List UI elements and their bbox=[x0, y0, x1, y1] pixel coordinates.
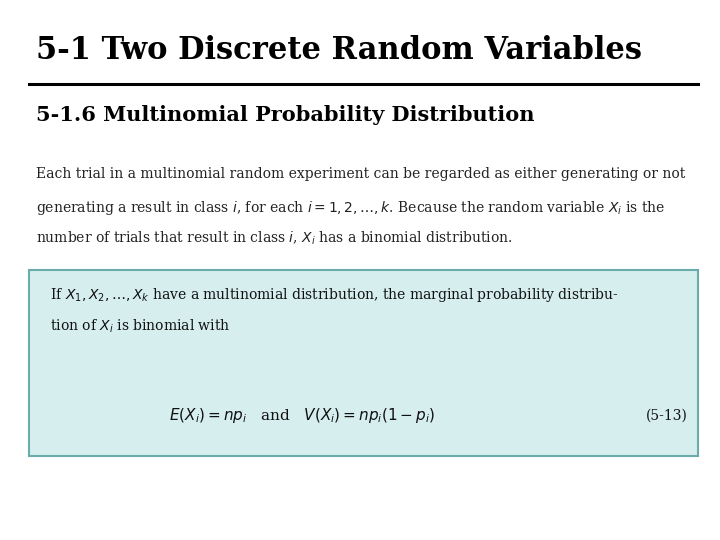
FancyBboxPatch shape bbox=[29, 270, 698, 456]
Text: 5-1 Two Discrete Random Variables: 5-1 Two Discrete Random Variables bbox=[36, 35, 642, 66]
Text: (5-13): (5-13) bbox=[646, 409, 688, 423]
Text: number of trials that result in class $i$, $X_i$ has a binomial distribution.: number of trials that result in class $i… bbox=[36, 230, 513, 247]
Text: $E(X_i) = np_i$   and   $V(X_i) = np_i(1 - p_i)$: $E(X_i) = np_i$ and $V(X_i) = np_i(1 - p… bbox=[169, 406, 436, 426]
Text: generating a result in class $i$, for each $i = 1, 2, \ldots, k$. Because the ra: generating a result in class $i$, for ea… bbox=[36, 199, 665, 217]
Text: If $X_1, X_2, \ldots, X_k$ have a multinomial distribution, the marginal probabi: If $X_1, X_2, \ldots, X_k$ have a multin… bbox=[50, 286, 619, 304]
Text: tion of $X_i$ is binomial with: tion of $X_i$ is binomial with bbox=[50, 318, 231, 335]
Text: 5-1.6 Multinomial Probability Distribution: 5-1.6 Multinomial Probability Distributi… bbox=[36, 105, 534, 125]
Text: Each trial in a multinomial random experiment can be regarded as either generati: Each trial in a multinomial random exper… bbox=[36, 167, 685, 181]
